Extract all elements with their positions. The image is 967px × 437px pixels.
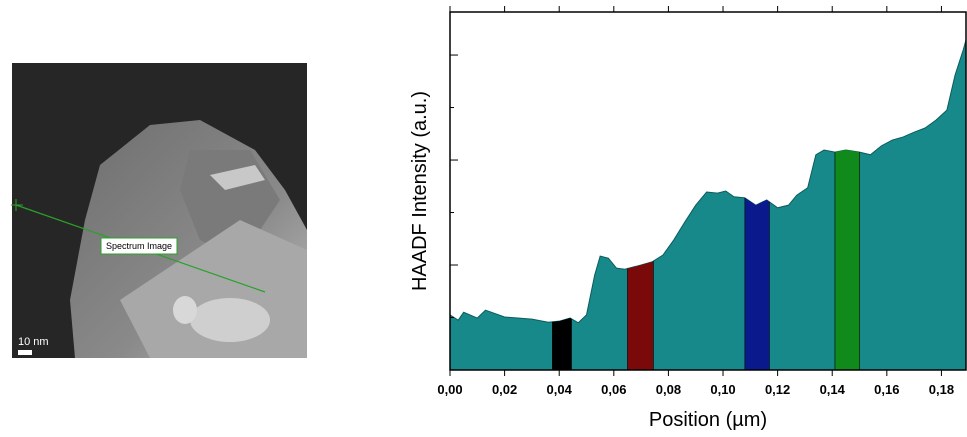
x-tick-label: 0,16 [874,382,899,397]
x-tick-label: 0,12 [765,382,790,397]
image-label: Spectrum Image [106,241,172,251]
x-tick-label: 0,00 [437,382,462,397]
band [744,39,770,371]
x-axis-label: Position (µm) [649,409,767,431]
x-tick-label: 0,06 [601,382,626,397]
stem-image: Spectrum Image 10 nm [11,63,307,358]
x-tick-label: 0,14 [820,382,846,397]
x-tick-label: 0,02 [492,382,517,397]
band [552,39,572,371]
plot-frame [449,11,967,371]
x-tick-label: 0,18 [929,382,954,397]
x-tick-label: 0,08 [656,382,681,397]
band [834,39,860,371]
x-tick-label: 0,04 [547,382,573,397]
band [627,39,654,371]
scale-bar-label: 10 nm [18,336,49,348]
chart: HAADF Intensity (a.u.) Position (µm) 0,0… [409,6,967,431]
x-tick-label: 0,10 [710,382,735,397]
area [449,39,967,371]
y-axis-label: HAADF Intensity (a.u.) [409,91,431,291]
